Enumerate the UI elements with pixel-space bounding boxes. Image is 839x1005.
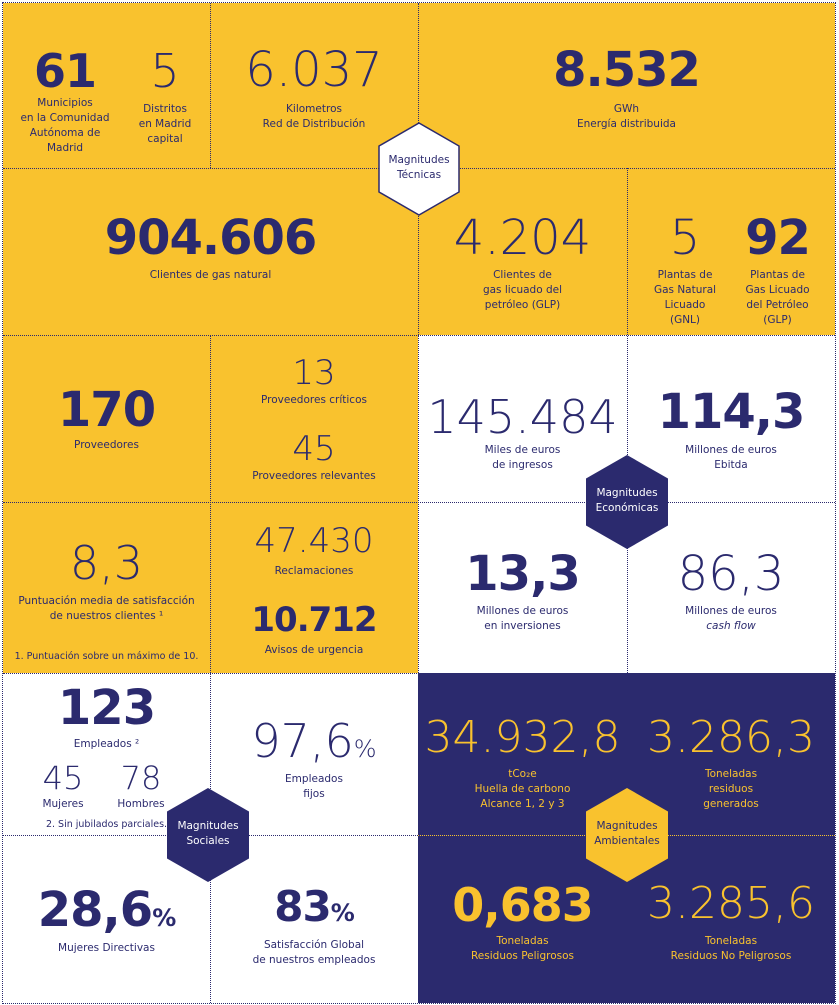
clientes-glp-value: 4.204 xyxy=(453,210,592,266)
empleados-fijos-value: 97,6% xyxy=(251,714,377,768)
ingresos-label: Miles de euros de ingresos xyxy=(484,444,561,471)
hexagon-shape xyxy=(586,455,668,549)
clientes-gas-label: Clientes de gas natural xyxy=(149,269,272,281)
hexagon-shape xyxy=(586,788,668,882)
kilometros-value: 6.037 xyxy=(245,42,383,98)
hex-magnitudes-sociales: Magnitudes Sociales xyxy=(167,788,249,882)
proveedores-criticos-label: Proveedores críticos xyxy=(261,394,367,406)
divider xyxy=(3,335,835,336)
satisfaccion-empleados-value: 83% xyxy=(274,882,355,931)
satisfaccion-clientes-value: 8,3 xyxy=(69,536,144,590)
empleados-fijos-label: Empleados fijos xyxy=(285,773,343,800)
energia-label: GWh Energía distribuida xyxy=(577,103,676,130)
distritos-value: 5 xyxy=(150,44,180,98)
plantas-glp-label: Plantas de Gas Licuado del Petróleo (GLP) xyxy=(745,269,810,326)
cashflow-label: Millones de euros cash flow xyxy=(685,605,777,632)
hex-magnitudes-economicas: Magnitudes Económicas xyxy=(586,455,668,549)
mujeres-directivas-label: Mujeres Directivas xyxy=(58,942,155,954)
hombres-label: Hombres xyxy=(117,798,165,810)
proveedores-relevantes-label: Proveedores relevantes xyxy=(252,470,376,482)
inversiones-value: 13,3 xyxy=(465,546,580,602)
hex-magnitudes-ambientales: Magnitudes Ambientales xyxy=(586,788,668,882)
hexagon-shape xyxy=(378,122,460,216)
hombres-value: 78 xyxy=(120,759,162,797)
mujeres-label: Mujeres xyxy=(42,798,84,810)
plantas-gnl-label: Plantas de Gas Natural Licuado (GNL) xyxy=(653,269,717,326)
energia-value: 8.532 xyxy=(553,42,701,98)
ebitda-label: Millones de euros Ebitda xyxy=(685,444,777,471)
divider xyxy=(210,335,211,1003)
divider xyxy=(627,168,628,673)
proveedores-label: Proveedores xyxy=(74,439,139,451)
satisfaccion-nota: 1. Puntuación sobre un máximo de 10. xyxy=(14,651,199,662)
municipios-label: Municipios en la Comunidad Autónoma de Mad… xyxy=(20,97,110,154)
huella-label: tCo₂e Huella de carbono Alcance 1, 2 y 3 xyxy=(474,768,571,810)
peligrosos-label: Toneladas Residuos Peligrosos xyxy=(470,935,575,962)
divider xyxy=(3,673,835,674)
mujeres-value: 45 xyxy=(42,759,84,797)
reclamaciones-label: Reclamaciones xyxy=(274,565,354,577)
empleados-nota: 2. Sin jubilados parciales. xyxy=(45,819,168,830)
avisos-label: Avisos de urgencia xyxy=(264,644,364,656)
proveedores-relevantes-value: 45 xyxy=(292,429,336,469)
divider xyxy=(3,502,835,503)
cashflow-value: 86,3 xyxy=(677,546,785,602)
peligrosos-value: 0,683 xyxy=(452,878,594,932)
residuos-generados-label: Toneladas residuos generados xyxy=(703,768,759,810)
mujeres-directivas-value: 28,6% xyxy=(37,882,176,938)
hex-magnitudes-tecnicas: Magnitudes Técnicas xyxy=(378,122,460,216)
plantas-gnl-value: 5 xyxy=(669,210,701,266)
proveedores-criticos-value: 13 xyxy=(292,353,336,393)
divider xyxy=(418,3,419,1003)
satisfaccion-empleados-label: Satisfacción Global de nuestros empleados xyxy=(252,939,376,966)
proveedores-value: 170 xyxy=(57,382,156,438)
clientes-gas-value: 904.606 xyxy=(104,210,318,266)
divider xyxy=(210,3,211,168)
ingresos-value: 145.484 xyxy=(427,390,618,444)
no-peligrosos-value: 3.285,6 xyxy=(647,878,815,929)
residuos-generados-value: 3.286,3 xyxy=(647,712,815,763)
plantas-glp-value: 92 xyxy=(745,210,811,266)
no-peligrosos-label: Toneladas Residuos No Peligrosos xyxy=(670,935,792,962)
avisos-value: 10.712 xyxy=(251,600,377,640)
kilometros-label: Kilometros Red de Distribución xyxy=(262,103,366,130)
hexagon-shape xyxy=(167,788,249,882)
empleados-label: Empleados ² xyxy=(73,738,140,750)
distritos-label: Distritos en Madrid capital xyxy=(138,103,192,145)
clientes-glp-label: Clientes de gas licuado del petróleo (GLP) xyxy=(482,269,563,311)
inversiones-label: Millones de euros en inversiones xyxy=(476,605,569,632)
reclamaciones-value: 47.430 xyxy=(254,521,374,561)
ebitda-value: 114,3 xyxy=(657,384,806,440)
empleados-value: 123 xyxy=(57,680,156,736)
satisfaccion-clientes-label: Puntuación media de satisfacción de nuest… xyxy=(18,595,195,622)
huella-value: 34.932,8 xyxy=(424,712,621,763)
municipios-value: 61 xyxy=(33,44,97,98)
